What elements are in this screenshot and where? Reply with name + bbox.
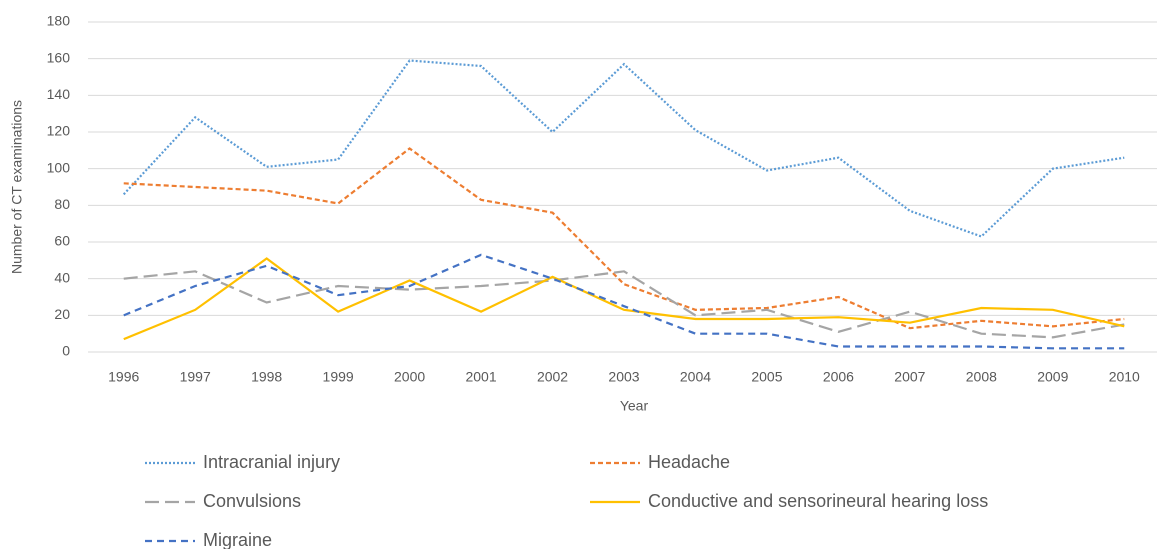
- line-series: [122, 59, 1125, 238]
- line-series: [123, 270, 1125, 339]
- y-tick-label: 60: [54, 233, 70, 249]
- line-series: [123, 147, 1125, 330]
- x-tick-label: 1996: [108, 369, 139, 385]
- y-tick-label: 0: [62, 343, 70, 359]
- y-tick-label: 40: [54, 269, 70, 285]
- y-tick-label: 140: [47, 86, 71, 102]
- x-tick-label: 2004: [680, 369, 711, 385]
- line-series: [123, 257, 1125, 341]
- x-tick-label: 1999: [323, 369, 354, 385]
- x-tick-label: 1997: [180, 369, 211, 385]
- x-tick-label: 2007: [894, 369, 925, 385]
- x-tick-label: 2010: [1109, 369, 1140, 385]
- y-axis-title: Number of CT examinations: [9, 100, 25, 274]
- line-series: [123, 253, 1125, 350]
- x-tick-label: 2002: [537, 369, 568, 385]
- y-tick-label: 160: [47, 49, 71, 65]
- x-tick-label: 2001: [465, 369, 496, 385]
- x-tick-label: 2008: [966, 369, 997, 385]
- legend-label: Intracranial injury: [203, 452, 340, 472]
- legend-label: Migraine: [203, 530, 272, 549]
- y-tick-label: 100: [47, 159, 71, 175]
- y-tick-label: 120: [47, 123, 71, 139]
- x-tick-label: 2005: [751, 369, 782, 385]
- y-tick-label: 20: [54, 306, 70, 322]
- x-axis-title: Year: [620, 398, 649, 414]
- x-tick-label: 2003: [608, 369, 639, 385]
- legend-label: Conductive and sensorineural hearing los…: [648, 491, 988, 511]
- x-tick-label: 1998: [251, 369, 282, 385]
- x-tick-label: 2009: [1037, 369, 1068, 385]
- x-tick-label: 2000: [394, 369, 425, 385]
- x-tick-label: 2006: [823, 369, 854, 385]
- legend-label: Convulsions: [203, 491, 301, 511]
- y-tick-label: 80: [54, 196, 70, 212]
- y-tick-label: 180: [47, 13, 71, 29]
- legend-label: Headache: [648, 452, 730, 472]
